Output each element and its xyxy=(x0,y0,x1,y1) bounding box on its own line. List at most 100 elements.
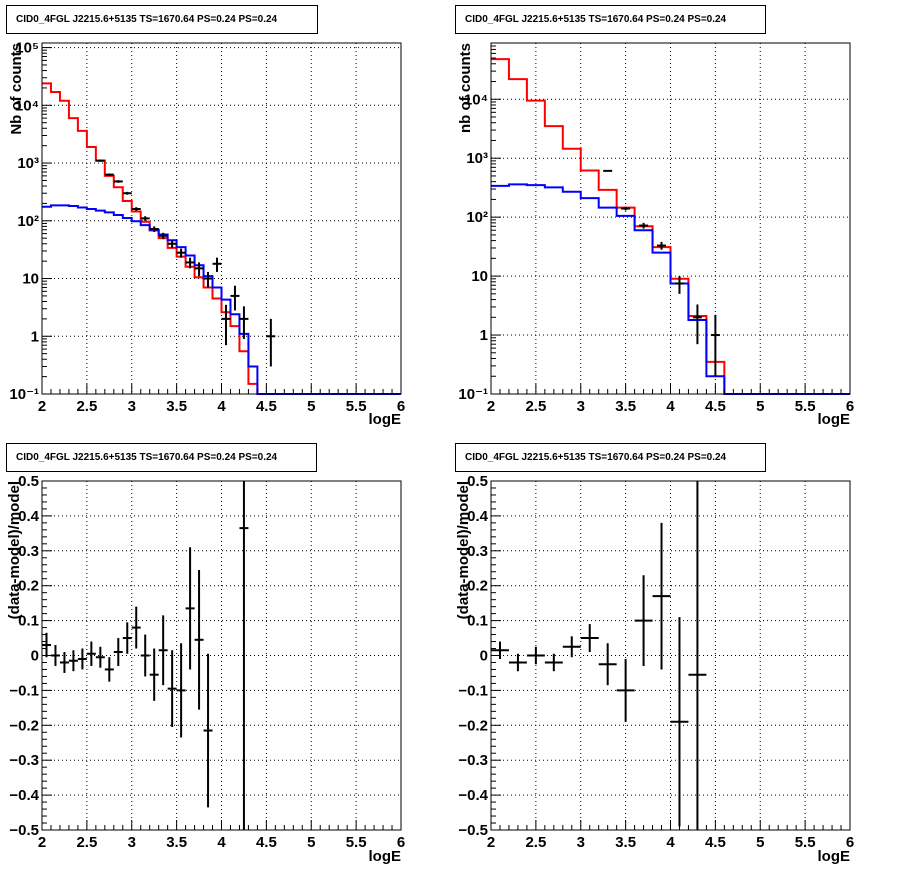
data-point xyxy=(167,240,177,248)
x-tick-label: 3 xyxy=(577,398,585,415)
x-tick-label: 6 xyxy=(397,834,405,851)
data-point xyxy=(113,180,123,183)
chart-title: CID0_4FGL J2215.6+5135 TS=1670.64 PS=0.2… xyxy=(6,5,318,34)
y-axis-label: Nb of counts xyxy=(8,43,25,135)
x-axis-label: logE xyxy=(369,848,402,865)
x-tick-label: 4.5 xyxy=(705,834,726,851)
chart-title: CID0_4FGL J2215.6+5135 TS=1670.64 PS=0.2… xyxy=(455,443,766,472)
x-tick-label: 6 xyxy=(846,398,854,415)
residual-point xyxy=(616,658,635,722)
y-tick-label: 0.4 xyxy=(467,508,489,525)
x-tick-label: 3.5 xyxy=(166,834,187,851)
residual-point xyxy=(508,653,527,672)
residual-point xyxy=(526,646,545,665)
y-tick-label: 0 xyxy=(480,648,488,665)
residual-point xyxy=(194,569,204,710)
y-tick-label: −0.4 xyxy=(458,787,488,804)
residual-point xyxy=(158,615,168,686)
y-tick-label: 10⁻¹ xyxy=(9,386,39,403)
data-point xyxy=(239,306,249,339)
x-tick-label: 4.5 xyxy=(705,398,726,415)
y-tick-label: 0.5 xyxy=(467,473,488,490)
residual-point xyxy=(688,481,707,830)
residual-point xyxy=(140,634,150,677)
y-tick-label: −0.1 xyxy=(9,682,39,699)
y-tick-label: 10⁵ xyxy=(15,40,39,57)
y-tick-label: −0.5 xyxy=(458,822,488,839)
residual-point xyxy=(42,632,51,658)
x-tick-label: 2 xyxy=(487,834,495,851)
data-point xyxy=(194,262,204,277)
counts-plot-left: 2 2.5 3 3.5 4 4.5 5 5.5 6 10⁻¹ 1 10 10² 10³ 10⁴ 10⁵ log… xyxy=(8,40,405,428)
data-point xyxy=(95,159,105,162)
y-tick-label: −0.3 xyxy=(458,752,488,769)
residual-pad-left: CID0_4FGL J2215.6+5135 TS=1670.64 PS=0.2… xyxy=(0,437,449,875)
residual-point xyxy=(167,650,177,728)
data-point xyxy=(674,276,684,294)
residual-point xyxy=(104,657,114,682)
y-tick-label: 0.2 xyxy=(467,578,488,595)
x-tick-label: 2.5 xyxy=(525,834,546,851)
residual-point xyxy=(598,643,617,686)
residual-point xyxy=(670,617,689,827)
data-point xyxy=(710,314,720,377)
x-tick-label: 5.5 xyxy=(346,834,367,851)
x-tick-label: 3.5 xyxy=(166,398,187,415)
data-point xyxy=(122,191,132,195)
counts-pad-right: CID0_4FGL J2215.6+5135 TS=1670.64 PS=0.2… xyxy=(449,0,898,437)
y-axis-label: (data-model)/model xyxy=(455,481,472,619)
y-tick-label: 10⁴ xyxy=(15,97,39,114)
residual-point xyxy=(122,622,132,654)
residual-point xyxy=(68,650,78,672)
model-source-histogram xyxy=(42,204,401,395)
x-tick-label: 5 xyxy=(307,398,315,415)
data-point xyxy=(221,304,231,346)
y-tick-label: −0.4 xyxy=(9,787,39,804)
residual-pad-right: CID0_4FGL J2215.6+5135 TS=1670.64 PS=0.2… xyxy=(449,437,898,875)
residual-point xyxy=(149,648,159,701)
data-point xyxy=(185,257,195,269)
counts-plot-right: 2 2.5 3 3.5 4 4.5 5 5.5 6 10⁻¹ 1 10 10² 10³ 10⁴ logE n… xyxy=(457,42,854,428)
x-tick-label: 2.5 xyxy=(76,398,97,415)
x-tick-label: 4 xyxy=(217,834,226,851)
x-tick-label: 3.5 xyxy=(615,834,636,851)
x-tick-label: 5.5 xyxy=(346,398,367,415)
y-tick-label: 0.2 xyxy=(18,578,39,595)
x-axis-label: logE xyxy=(818,411,851,428)
chart-title: CID0_4FGL J2215.6+5135 TS=1670.64 PS=0.2… xyxy=(455,5,766,34)
y-tick-label: 0.5 xyxy=(18,473,39,490)
y-tick-label: 10² xyxy=(17,213,39,230)
y-axis-label: nb of counts xyxy=(457,43,474,133)
residual-plot-right: 2 2.5 3 3.5 4 4.5 5 5.5 6 −0.5 −0.4 −0.3 −0.2 −0.1 0 0.… xyxy=(455,473,854,865)
data-point xyxy=(140,216,150,221)
y-tick-label: 0.3 xyxy=(18,543,39,560)
residual-point xyxy=(59,652,69,673)
residual-point xyxy=(652,522,671,670)
y-tick-label: 10³ xyxy=(466,150,488,167)
x-tick-label: 3.5 xyxy=(615,398,636,415)
data-point xyxy=(603,169,613,172)
x-tick-label: 4 xyxy=(217,398,226,415)
x-tick-label: 4 xyxy=(666,834,675,851)
y-tick-label: 0.1 xyxy=(18,613,39,630)
x-tick-label: 5 xyxy=(756,834,764,851)
x-tick-label: 2 xyxy=(38,398,46,415)
residual-point xyxy=(580,624,599,653)
x-tick-label: 4.5 xyxy=(256,398,277,415)
y-tick-label: 10³ xyxy=(17,155,39,172)
data-point xyxy=(131,207,141,211)
y-tick-label: 10 xyxy=(22,271,39,288)
data-point xyxy=(176,248,186,258)
residual-point xyxy=(113,638,123,666)
x-axis-label: logE xyxy=(369,411,402,428)
y-tick-label: −0.3 xyxy=(9,752,39,769)
y-tick-label: 10⁻¹ xyxy=(458,386,488,403)
y-axis-label: (data-model)/model xyxy=(6,481,23,619)
residual-point xyxy=(95,646,105,668)
y-tick-label: −0.5 xyxy=(9,822,39,839)
data-point xyxy=(266,318,276,367)
x-tick-label: 5.5 xyxy=(795,398,816,415)
data-point xyxy=(149,226,159,232)
chart-title: CID0_4FGL J2215.6+5135 TS=1670.64 PS=0.2… xyxy=(6,443,317,472)
data-point xyxy=(212,257,222,272)
